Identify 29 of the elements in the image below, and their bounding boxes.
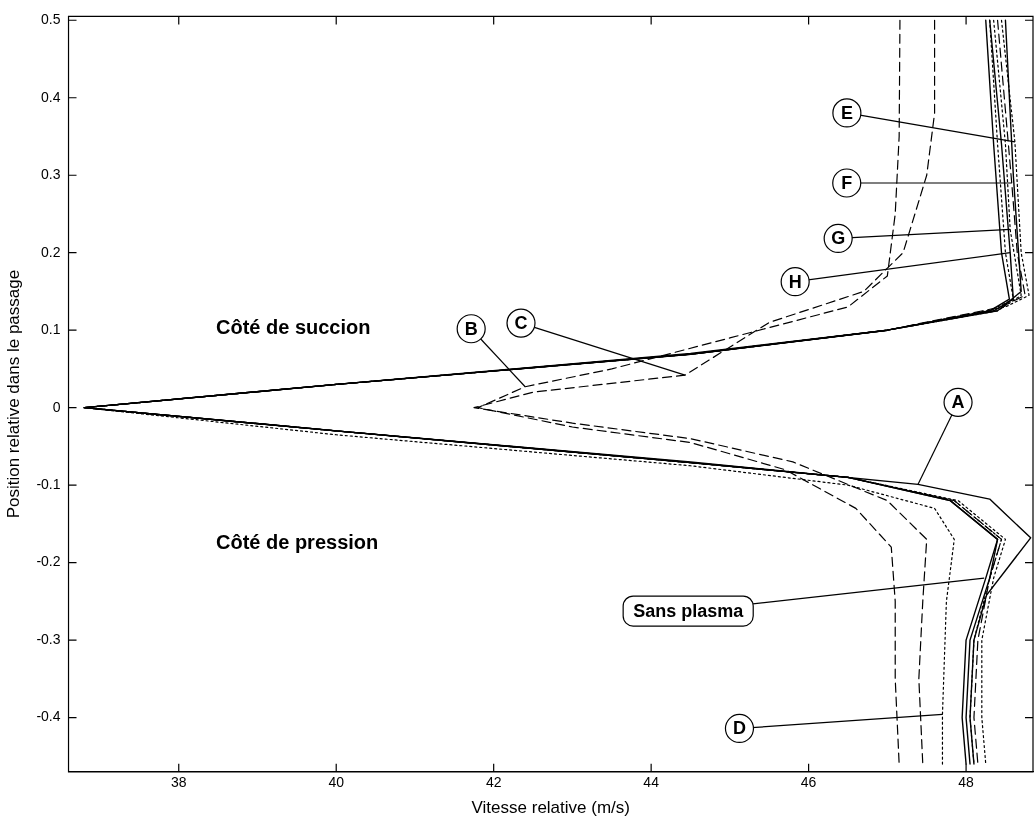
annotation: Sans plasma — [633, 601, 745, 622]
y-tick-label: 0.3 — [41, 166, 61, 183]
y-tick-label: 0 — [52, 398, 61, 415]
y-tick-label: -0.1 — [36, 475, 61, 492]
x-tick-label: 38 — [170, 774, 187, 791]
y-tick-label: 0.1 — [41, 321, 61, 338]
x-tick-label: 48 — [958, 774, 975, 791]
annotation: H — [788, 271, 802, 292]
x-tick-label: 44 — [643, 774, 660, 791]
annotation: G — [831, 228, 846, 249]
x-tick-label: 40 — [328, 774, 345, 791]
x-tick-label: 46 — [800, 774, 817, 791]
y-tick-label: 0.4 — [41, 88, 61, 105]
annotation: A — [951, 392, 965, 413]
y-axis-title: Position relative dans le passage — [3, 269, 23, 519]
y-tick-label: -0.4 — [36, 708, 61, 725]
annotation: E — [840, 102, 853, 123]
x-tick-label: 42 — [485, 774, 502, 791]
y-tick-label: -0.3 — [36, 630, 61, 647]
annotation: F — [841, 172, 853, 193]
annotation: Côté de succion — [216, 315, 371, 338]
annotation: C — [514, 313, 528, 334]
y-tick-label: -0.2 — [36, 553, 61, 570]
annotation: Côté de pression — [216, 530, 379, 553]
annotation: D — [732, 718, 746, 739]
y-tick-label: 0.5 — [41, 11, 61, 28]
x-axis-title: Vitesse relative (m/s) — [471, 798, 630, 818]
annotation: B — [464, 318, 478, 339]
y-tick-label: 0.2 — [41, 243, 61, 260]
